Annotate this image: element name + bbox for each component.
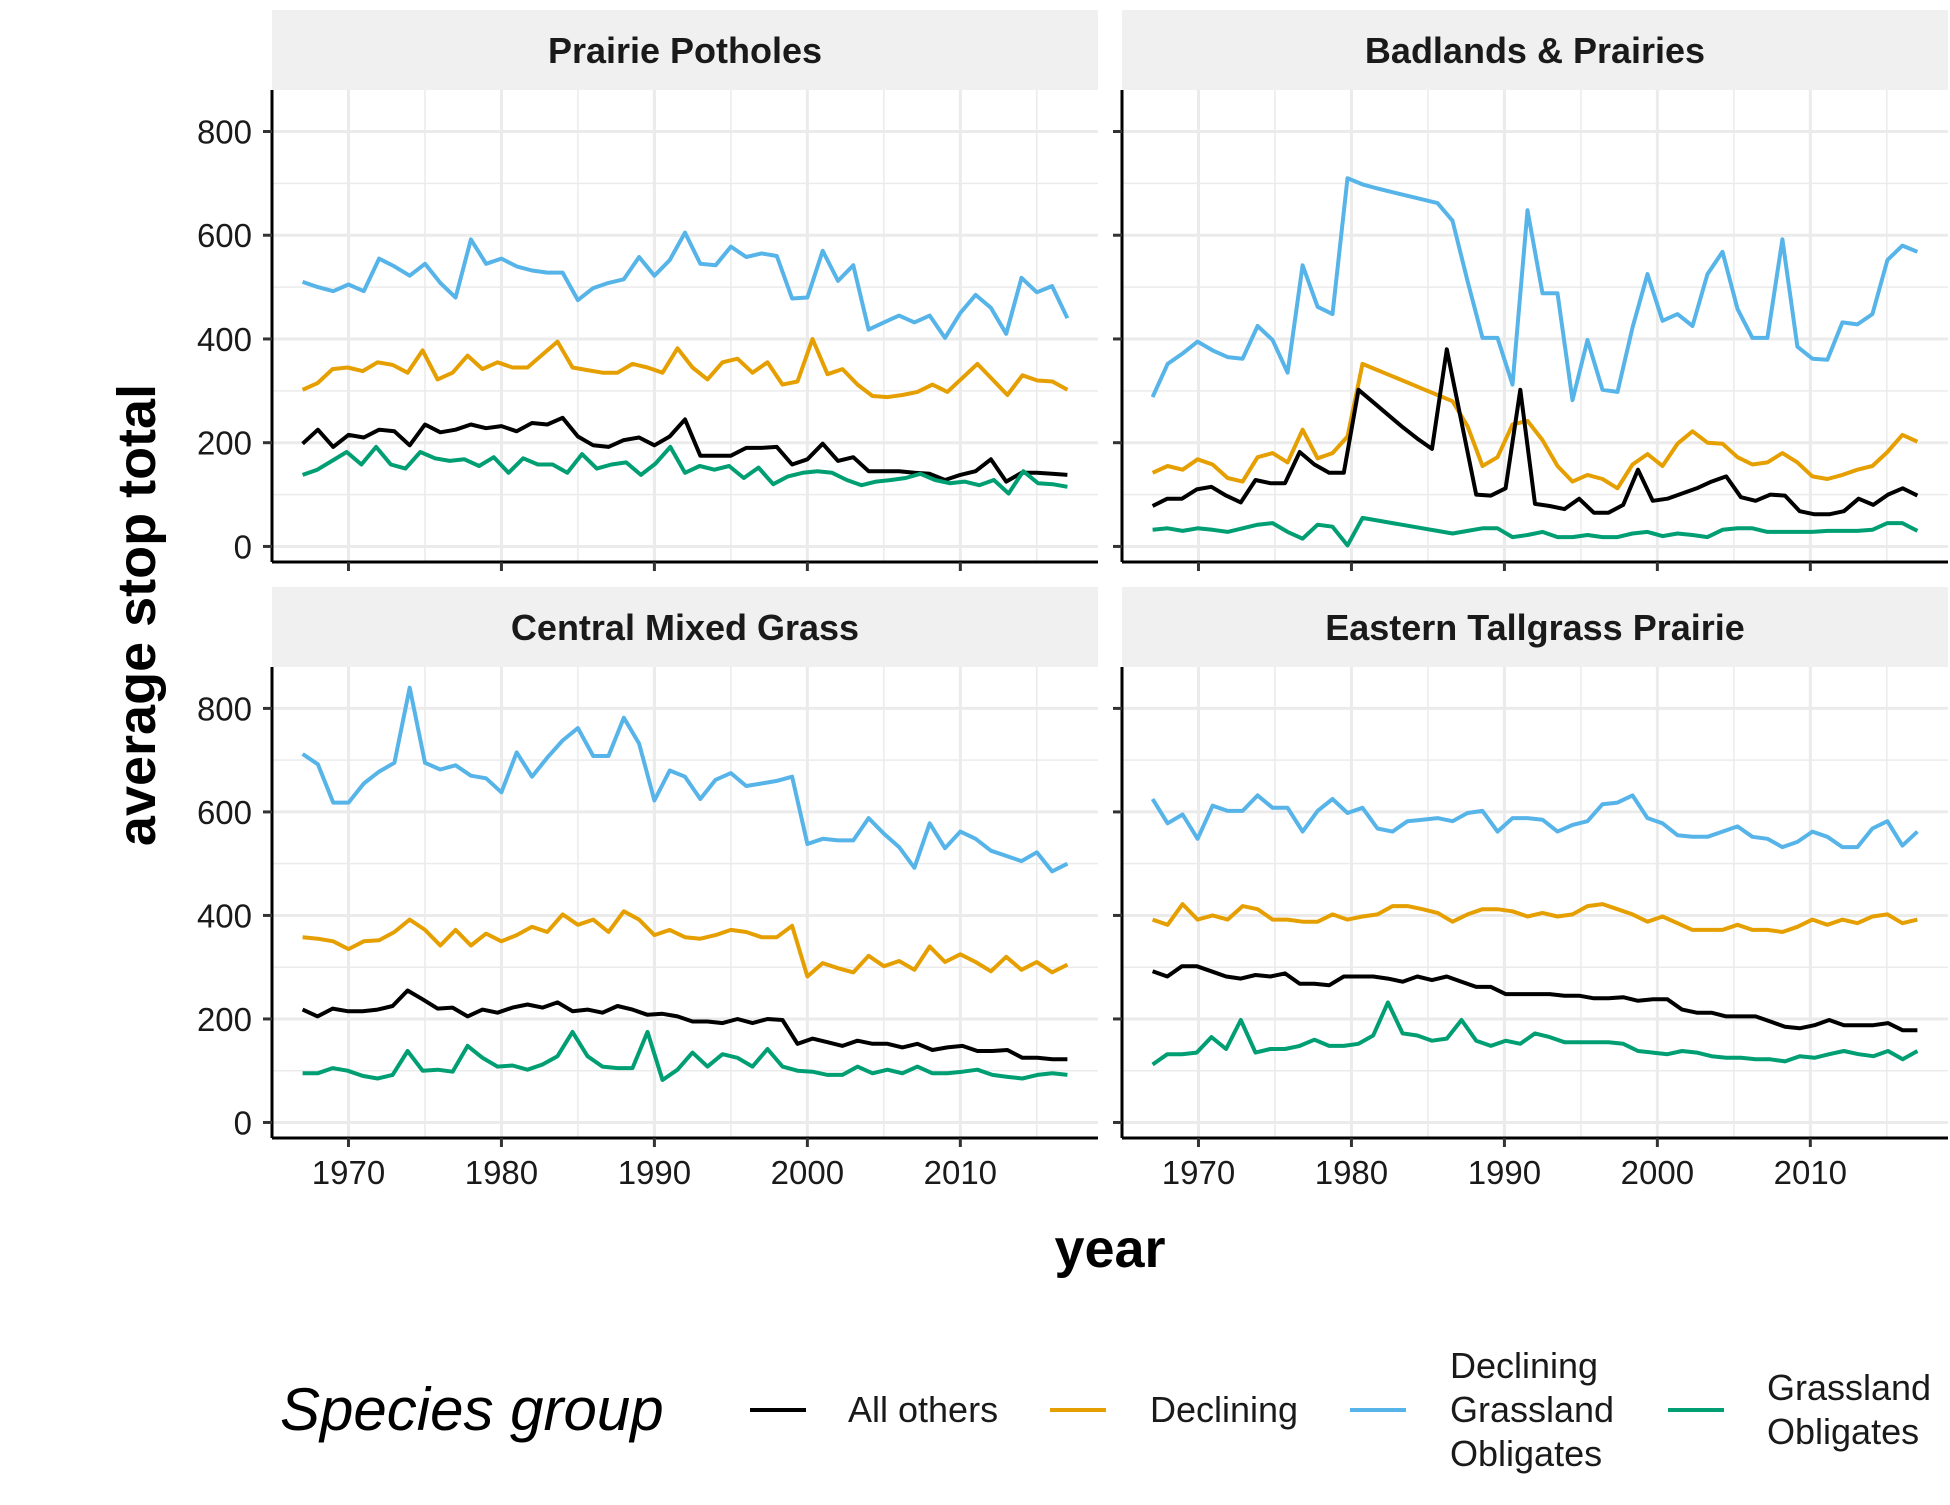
legend: Species group All others DecliningDeclinin… xyxy=(280,1345,1931,1474)
legend-label: All others xyxy=(848,1389,998,1430)
legend-title: Species group xyxy=(280,1376,664,1443)
x-tick-label: 1990 xyxy=(618,1154,691,1191)
legend-label: Grassland xyxy=(1450,1389,1614,1430)
y-tick-label: 800 xyxy=(197,113,252,150)
legend-label: Grassland xyxy=(1767,1367,1931,1408)
panel-3: Central Mixed Grass 0 200 400 600 800 1970 1980… xyxy=(197,587,1098,1191)
x-tick-label: 2000 xyxy=(771,1154,844,1191)
legend-label: Declining xyxy=(1150,1389,1298,1430)
series-line-declining xyxy=(301,337,1069,400)
panel-4: Eastern Tallgrass Prairie 1970 1980 1990 200… xyxy=(1113,587,1948,1191)
panel-2: Badlands & Prairies xyxy=(1113,10,1948,571)
x-axis-title: year xyxy=(1054,1219,1165,1279)
series-line-all-others xyxy=(1151,347,1919,517)
series-line-all-others xyxy=(301,415,1068,484)
panel-strip xyxy=(1122,587,1948,667)
panel-title: Eastern Tallgrass Prairie xyxy=(1325,607,1745,648)
series-line-declining xyxy=(302,909,1069,979)
x-tick-label: 1970 xyxy=(1162,1154,1235,1191)
series-line-declining-grassland-obligates xyxy=(301,230,1070,340)
series-line-grassland-obligates xyxy=(1152,515,1919,548)
legend-label: Obligates xyxy=(1767,1411,1919,1452)
panel-strip xyxy=(1122,10,1948,90)
x-tick-label: 1970 xyxy=(312,1154,385,1191)
panel-title: Badlands & Prairies xyxy=(1365,30,1705,71)
y-tick-label: 200 xyxy=(197,1001,252,1038)
panel-title: Prairie Potholes xyxy=(548,30,822,71)
y-tick-label: 800 xyxy=(197,690,252,727)
series-line-declining xyxy=(1151,361,1919,491)
series-line-grassland-obligates xyxy=(302,1029,1068,1082)
y-tick-label: 400 xyxy=(197,897,252,934)
panel-strip xyxy=(272,587,1098,667)
series-line-declining-grassland-obligates xyxy=(301,685,1069,874)
x-tick-label: 2000 xyxy=(1621,1154,1694,1191)
y-tick-label: 200 xyxy=(197,425,252,462)
series-line-grassland-obligates xyxy=(301,444,1068,496)
y-tick-label: 600 xyxy=(197,217,252,254)
panel-strip xyxy=(272,10,1098,90)
x-tick-label: 1990 xyxy=(1468,1154,1541,1191)
y-axis-title: average stop total xyxy=(107,384,167,846)
y-tick-label: 600 xyxy=(197,794,252,831)
legend-item-all-others: All others xyxy=(750,1389,998,1430)
series-line-grassland-obligates xyxy=(1151,1000,1919,1067)
panel-1: Prairie Potholes 0 200 400 600 800 xyxy=(197,10,1098,571)
series-line-all-others xyxy=(301,988,1068,1062)
series-line-all-others xyxy=(1151,964,1918,1033)
y-tick-label: 400 xyxy=(197,321,252,358)
y-tick-label: 0 xyxy=(234,528,252,565)
series-line-declining-grassland-obligates xyxy=(1150,793,1919,850)
legend-label: Obligates xyxy=(1450,1433,1602,1474)
x-tick-label: 1980 xyxy=(465,1154,538,1191)
x-tick-label: 1980 xyxy=(1315,1154,1388,1191)
panel-title: Central Mixed Grass xyxy=(511,607,859,648)
x-tick-label: 2010 xyxy=(924,1154,997,1191)
legend-label: Declining xyxy=(1450,1345,1598,1386)
y-tick-label: 0 xyxy=(234,1104,252,1141)
series-line-declining xyxy=(1151,902,1918,934)
legend-item-declining: Declining xyxy=(1050,1389,1298,1430)
series-line-declining-grassland-obligates xyxy=(1150,176,1919,403)
x-tick-label: 2010 xyxy=(1774,1154,1847,1191)
